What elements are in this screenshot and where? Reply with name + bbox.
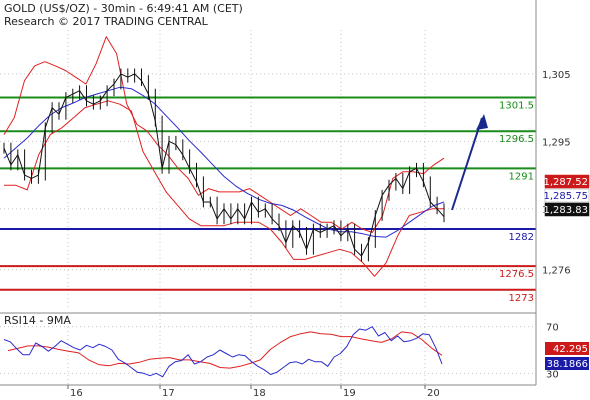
level-label: 1282 bbox=[509, 232, 534, 243]
level-label: 1273 bbox=[509, 293, 534, 304]
rsi-panel-title: RSI14 - 9MA bbox=[4, 314, 71, 327]
chart-title: GOLD (US$/OZ) - 30min - 6:49:41 AM (CET) bbox=[4, 2, 243, 15]
current-value-label: 1,287.52 bbox=[543, 177, 588, 188]
price-line bbox=[3, 73, 445, 257]
rsi-tick-label: 70 bbox=[546, 323, 559, 334]
current-value-tag bbox=[544, 174, 590, 189]
levels-layer: 1301.5 1296.5 1291 1282 1276.5 1273 bbox=[0, 96, 536, 304]
level-label: 1301.5 bbox=[499, 100, 534, 111]
x-tick-label: 17 bbox=[162, 388, 175, 399]
bollinger-lower-band bbox=[4, 100, 444, 277]
current-value-tag bbox=[544, 202, 590, 217]
rsi-value-label: 38.1866 bbox=[547, 359, 588, 370]
x-tick-label: 18 bbox=[253, 388, 266, 399]
rsi-value-label: 42.295 bbox=[553, 344, 588, 355]
level-label: 1276.5 bbox=[499, 269, 534, 280]
tags-layer: 1,287.52 1,285.75 1,283.83 42.295 38.1866 bbox=[543, 174, 590, 370]
rsi-line bbox=[3, 326, 443, 378]
rsi-tick-label: 30 bbox=[546, 369, 559, 380]
price-tick-label: 1,295 bbox=[542, 137, 571, 148]
x-tick-label: 19 bbox=[343, 388, 356, 399]
level-label: 1291 bbox=[509, 171, 534, 182]
level-label: 1296.5 bbox=[499, 134, 534, 145]
forecast-arrow bbox=[451, 117, 483, 211]
x-tick-label: 20 bbox=[427, 388, 440, 399]
chart-subtitle: Research © 2017 TRADING CENTRAL bbox=[4, 15, 209, 28]
rsi-ma-line bbox=[7, 331, 443, 369]
series-layer bbox=[3, 36, 488, 378]
current-value-label: 1,283.83 bbox=[543, 205, 588, 216]
price-tick-label: 1,276 bbox=[542, 266, 571, 277]
grid-layer bbox=[0, 30, 536, 385]
x-tick-label: 16 bbox=[70, 388, 83, 399]
current-value-label: 1,285.75 bbox=[543, 191, 588, 202]
forecast-arrow-head bbox=[476, 114, 488, 130]
rsi-value-tag bbox=[545, 357, 589, 370]
price-tick-label: 1,305 bbox=[542, 70, 571, 81]
rsi-value-tag bbox=[545, 342, 589, 355]
current-value-tag bbox=[544, 188, 590, 203]
